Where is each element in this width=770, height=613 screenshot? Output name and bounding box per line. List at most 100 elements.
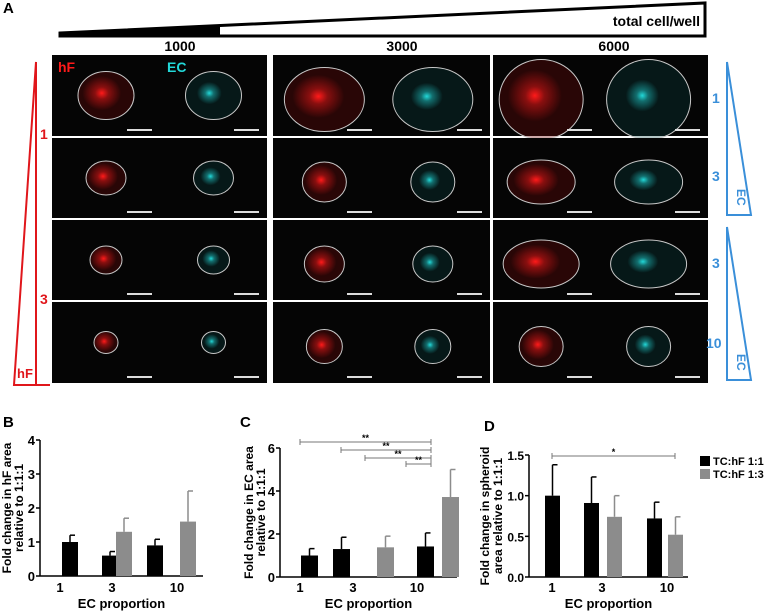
x-tick-label: 3 xyxy=(598,580,605,595)
panel-label-b: B xyxy=(3,414,14,431)
spheroid-outline xyxy=(193,160,234,196)
x-axis-label: EC proportion xyxy=(78,596,165,611)
micrograph-tile-hf xyxy=(273,55,380,136)
ec-wedge-label: EC xyxy=(734,189,748,206)
spheroid-outline xyxy=(410,161,456,203)
micrograph-tile-hf xyxy=(493,302,600,383)
micrograph-tile-ec xyxy=(380,55,490,136)
significance-label: ** xyxy=(394,449,402,459)
micrograph-tile-hf xyxy=(493,220,600,300)
ec-signal xyxy=(202,250,220,267)
x-tick-label: 10 xyxy=(170,580,184,595)
y-axis-label: Fold change in EC area xyxy=(242,446,256,579)
spheroid-outline xyxy=(283,67,365,133)
hf-signal xyxy=(90,246,117,271)
x-tick-label: 10 xyxy=(410,580,424,595)
x-tick-label: 3 xyxy=(349,580,356,595)
y-tick-label: 1.5 xyxy=(507,449,524,463)
significance-label: * xyxy=(612,447,616,457)
y-tick-label: 4 xyxy=(28,433,36,448)
micrograph-tile-ec xyxy=(160,138,267,218)
micrograph-tile-hf xyxy=(52,138,160,218)
ec-signal xyxy=(204,334,220,349)
micrograph-tile-ec xyxy=(160,220,267,300)
y-tick-label: 2 xyxy=(28,501,35,516)
y-axis-label: Fold change in hF area xyxy=(0,442,14,573)
ec-signal xyxy=(200,167,221,186)
x-tick-label: 1 xyxy=(548,580,555,595)
hf-proportion-wedge xyxy=(12,61,50,386)
micrograph-tile-ec xyxy=(600,302,708,383)
bar xyxy=(147,545,163,576)
chart-b: 0 1 2 3 4 1 3 10 EC proportion Fold change in hF … xyxy=(0,433,203,611)
hf-signal xyxy=(292,74,345,118)
hf-wedge-label: hF xyxy=(17,366,33,381)
chart-d: 0.0 0.5 1.0 1.5 1 3 10 EC proportion Fold change… xyxy=(478,447,688,611)
y-axis-label: Fold change in spheroid xyxy=(478,447,492,586)
micrograph-tile-ec xyxy=(600,138,708,218)
micrograph-tile-ec xyxy=(160,55,267,136)
legend-swatch xyxy=(700,456,710,466)
y-tick-label: 6 xyxy=(268,441,275,456)
y-tick-label: 0 xyxy=(28,569,35,584)
micrograph-tile-ec xyxy=(380,138,490,218)
channel-label-hf: hF xyxy=(58,59,76,75)
bar xyxy=(607,516,622,577)
bar xyxy=(377,547,394,577)
spheroid-outline xyxy=(305,329,343,365)
column-header-1000: 1000 xyxy=(164,38,196,54)
spheroid-outline xyxy=(301,161,347,203)
spheroid-outline xyxy=(414,329,452,365)
bar xyxy=(417,546,434,577)
y-tick-label: 1.0 xyxy=(507,490,524,504)
ec-proportion-wedge xyxy=(726,61,753,216)
micrograph-tile-hf xyxy=(273,138,380,218)
micrograph-tile-hf xyxy=(52,55,160,136)
hf-signal xyxy=(510,244,561,279)
spheroid-outline xyxy=(89,245,123,275)
micrograph-tile-hf xyxy=(273,220,380,300)
spheroid-outline xyxy=(93,331,119,354)
bar xyxy=(180,521,196,576)
micrograph-tile-ec xyxy=(600,55,708,141)
micrograph-tile-ec xyxy=(380,302,490,383)
bar xyxy=(442,497,459,577)
hf-signal xyxy=(88,162,118,190)
significance-label: ** xyxy=(362,433,370,443)
hf-signal xyxy=(304,165,338,195)
ec-ratio-label: 3 xyxy=(712,168,720,184)
spheroid-outline xyxy=(518,326,564,368)
panel-label-d: D xyxy=(484,418,495,435)
significance-label: ** xyxy=(382,441,390,451)
hf-signal xyxy=(513,163,559,196)
x-axis-label: EC proportion xyxy=(325,596,412,611)
y-tick-label: 3 xyxy=(28,467,35,482)
y-axis-label: relative to 1:1:1 xyxy=(254,468,268,556)
ec-signal xyxy=(625,79,659,112)
x-tick-label: 1 xyxy=(56,580,63,595)
ec-ratio-label: 10 xyxy=(706,335,722,351)
micrograph-tile-hf xyxy=(493,138,600,218)
spheroid-outline xyxy=(626,326,672,368)
legend-swatch xyxy=(700,469,710,479)
x-tick-label: 3 xyxy=(108,580,115,595)
ec-signal xyxy=(410,82,443,110)
micrograph-tile-ec xyxy=(380,220,490,300)
y-axis-label: area relative to 1:1:1 xyxy=(491,458,505,574)
y-tick-label: 0.5 xyxy=(507,530,524,544)
legend-label: TC:hF 1:3 xyxy=(713,469,764,481)
spheroid-outline xyxy=(502,239,580,289)
spheroid-outline xyxy=(303,245,345,283)
y-tick-label: 1 xyxy=(28,535,35,550)
spheroid-outline xyxy=(85,160,127,196)
hf-signal xyxy=(307,331,336,359)
spheroid-outline xyxy=(610,239,688,289)
y-tick-label: 0 xyxy=(268,570,275,585)
ec-signal xyxy=(629,169,658,191)
x-tick-label: 10 xyxy=(660,580,674,595)
spheroid-outline xyxy=(614,159,684,205)
spheroid-outline xyxy=(77,71,135,120)
micrograph-tile-hf xyxy=(273,302,380,383)
bar xyxy=(116,531,132,576)
